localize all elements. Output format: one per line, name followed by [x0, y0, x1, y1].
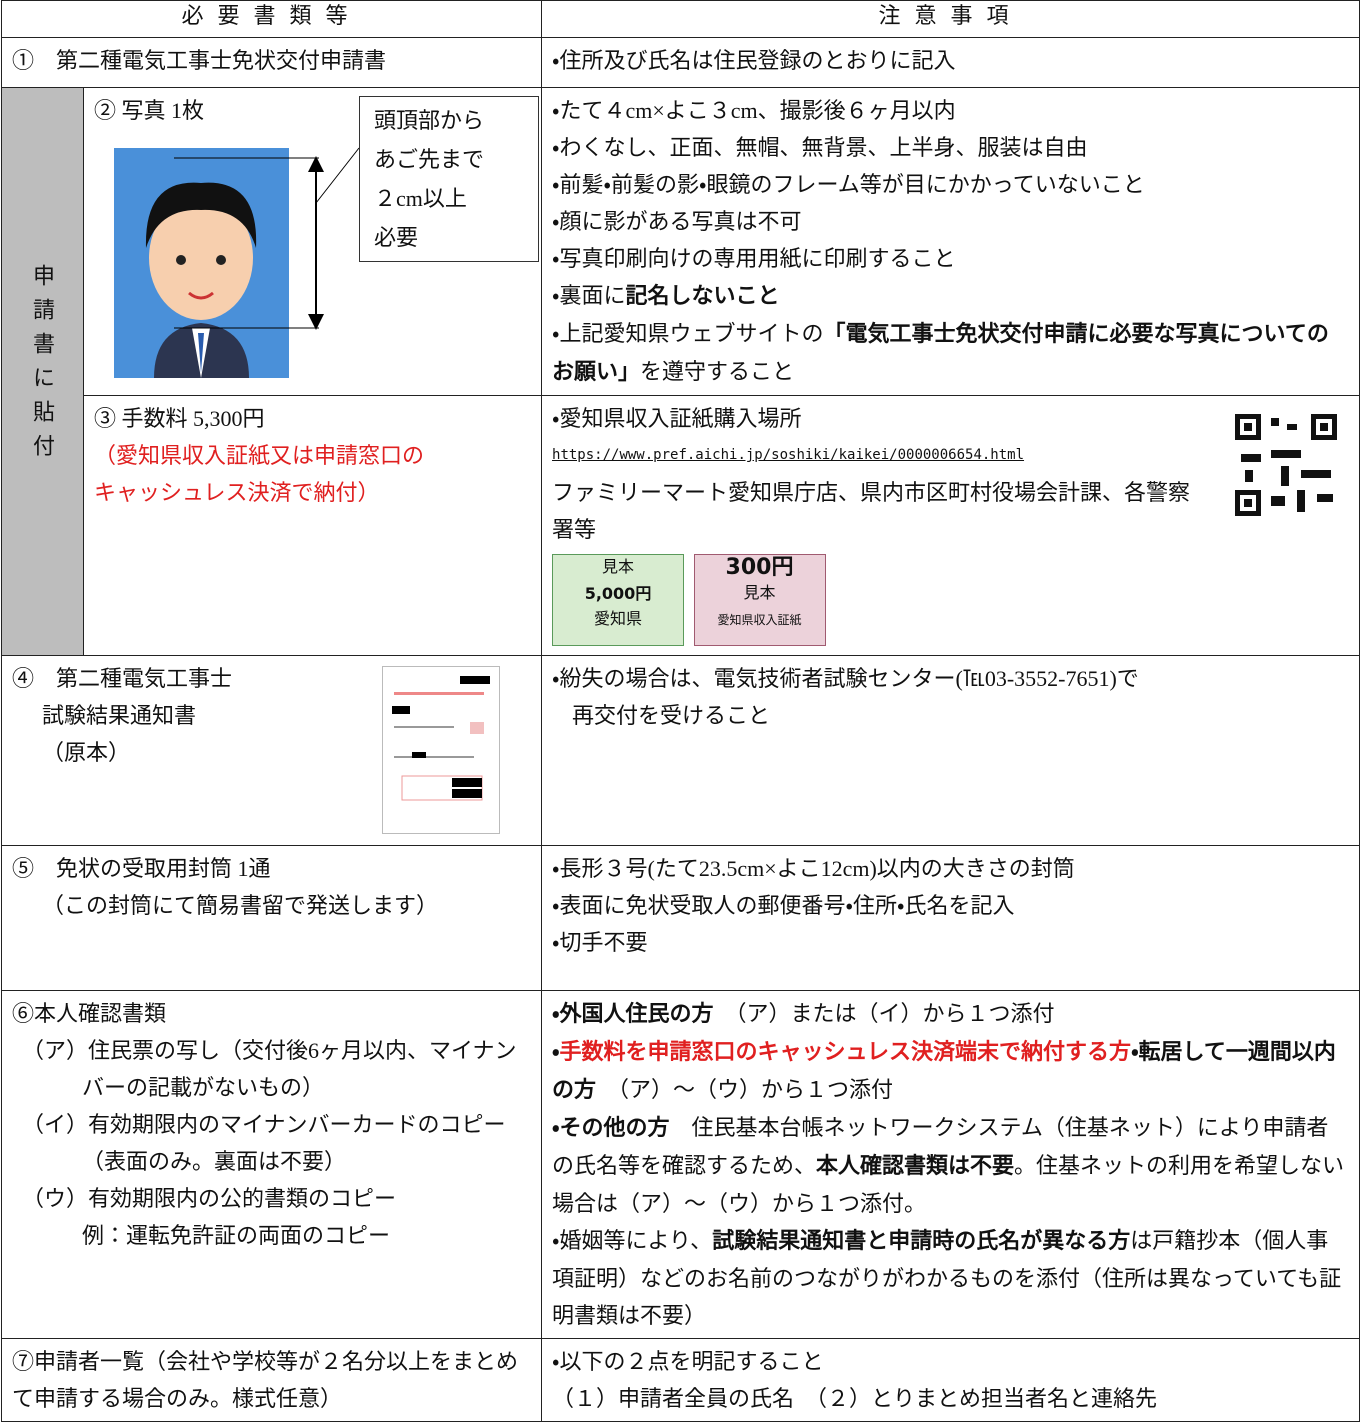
cell: 申請書に貼付 — [1, 87, 84, 656]
text: 「電気工事士免状交付申請に必要な写真についてのお願い」 — [552, 322, 1329, 385]
text: ⑤ 免状の受取用封筒 1通 — [12, 856, 271, 881]
cell: ③ 手数料 5,300円 （愛知県収入証紙又は申請窓口の キャッシュレス決済で納付） — [82, 395, 543, 656]
cell: ① 第二種電気工事士免状交付申請書 — [0, 37, 543, 88]
text: を遵守すること — [640, 359, 795, 384]
text: ① 第二種電気工事士免状交付申請書 — [12, 48, 387, 73]
text: 手数料を申請窓口のキャッシュレス決済端末で納付する方 — [559, 1040, 1132, 1065]
text: ファミリーマート愛知県庁店、県内市区町村役場会計課、各警察署等 — [552, 480, 1191, 542]
row: 必要書類等 注意事項 — [0, 0, 1361, 38]
text: 愛知県 — [594, 611, 643, 628]
text: ・長形３号(たて23.5cm×よこ12cm)以内の大きさの封筒 — [552, 856, 1075, 881]
cell: ⑥本人確認書類 （ア）住民票の写し（交付後6ヶ月以内、マイナンバーの記載がないもの… — [0, 990, 543, 1339]
cell: ・愛知県収入証紙購入場所 https://www.pref.aichi.jp/s… — [541, 395, 1361, 656]
stamp: 300円見本愛知県収入証紙 — [693, 554, 826, 646]
cell: ⑦申請者一覧（会社や学校等が２名分以上をまとめて申請する場合のみ。様式任意） — [0, 1338, 543, 1422]
photo-illustration — [114, 147, 360, 378]
text: ・婚姻等により、 — [552, 1228, 713, 1253]
cell: ・以下の２点を明記すること （１）申請者全員の氏名 （２）とりまとめ担当者名と連絡… — [541, 1338, 1361, 1422]
text: 愛知県収入証紙 — [717, 613, 802, 627]
text: ・切手不要 — [552, 930, 648, 955]
text: （ウ）有効期限内の公的書類のコピー — [22, 1186, 397, 1211]
text: （ア）住民票の写し（交付後6ヶ月以内、マイナンバーの記載がないもの） — [22, 1038, 517, 1100]
text: （１）申請者全員の氏名 （２）とりまとめ担当者名と連絡先 — [552, 1386, 1158, 1411]
text: 見本 — [743, 585, 776, 602]
stamp: 見本 5,000円 愛知県 — [552, 554, 685, 646]
text: 見本 — [602, 559, 635, 576]
text: 頭頂部から — [374, 108, 485, 133]
row: ⑥本人確認書類 （ア）住民票の写し（交付後6ヶ月以内、マイナンバーの記載がないもの… — [0, 990, 1361, 1339]
row: ⑦申請者一覧（会社や学校等が２名分以上をまとめて申請する場合のみ。様式任意） ・… — [0, 1338, 1361, 1422]
row: ⑤ 免状の受取用封筒 1通 （この封筒にて簡易書留で発送します） ・長形３号(たて… — [0, 845, 1361, 991]
result-notice-thumbnail — [382, 666, 500, 834]
text: ・以下の２点を明記すること — [552, 1349, 824, 1374]
cell: ・紛失の場合は、電気技術者試験センター(℡03-3552-7651)で再交付を受… — [541, 655, 1361, 846]
callout: 頭頂部からあご先まで ２cm以上必要 — [359, 96, 539, 262]
cell: ・たて４cm×よこ３cm、撮影後６ヶ月以内・わくなし、正面、無帽、無背景、上半身… — [541, 87, 1361, 396]
text: ・表面に免状受取人の郵便番号・住所・氏名を記入 — [552, 893, 1015, 918]
text: 必要 — [374, 225, 419, 250]
text: ・転居して一週間以内の方 — [552, 1040, 1336, 1103]
text: ・たて４cm×よこ３cm、撮影後６ヶ月以内 — [552, 98, 956, 123]
text: ④ 第二種電気工事士 — [12, 666, 233, 691]
text: ・ — [552, 1040, 560, 1065]
text: ・外国人住民の方 — [552, 1002, 714, 1027]
cell: ⑤ 免状の受取用封筒 1通 （この封筒にて簡易書留で発送します） — [0, 845, 543, 991]
cell: ・長形３号(たて23.5cm×よこ12cm)以内の大きさの封筒 ・表面に免状受取人… — [541, 845, 1361, 991]
text: は戸籍抄本（個人事項証明）などのお名前のつながりがわかるものを添付（住所は異なっ… — [552, 1228, 1342, 1328]
text: （原本） — [42, 740, 131, 765]
row: ④ 第二種電気工事士 試験結果通知書 （原本） ・紛失の場合は、電気技術者試験センタ… — [0, 655, 1361, 846]
text: ・裏面に — [552, 283, 626, 308]
text: （愛知県収入証紙又は申請窓口の — [94, 443, 425, 468]
cell: ④ 第二種電気工事士 試験結果通知書 （原本） — [0, 655, 543, 846]
text: ・上記愛知県ウェブサイトの — [552, 321, 824, 346]
text: ・紛失の場合は、電気技術者試験センター(℡03-3552-7651)で — [552, 666, 1139, 691]
text: ・わくなし、正面、無帽、無背景、上半身、服装は自由 — [552, 135, 1088, 160]
row: 申請書に貼付 ② 写真 1枚 頭頂部からあご先まで ２cm以上必要 ・たて４cm×… — [1, 87, 1361, 656]
text: https://www.pref.aichi.jp/soshiki/kaikei… — [552, 447, 1025, 463]
qr-code — [1231, 410, 1342, 520]
cell: ② 写真 1枚 頭頂部からあご先まで ２cm以上必要 — [82, 87, 543, 396]
text: ・その他の方 — [552, 1116, 670, 1141]
text: 例：運転免許証の両面のコピー — [82, 1223, 391, 1248]
text: （イ）有効期限内のマイナンバーカードのコピー（表面のみ。裏面は不要） — [22, 1112, 506, 1174]
text: 本人確認書類は不要 — [816, 1154, 1015, 1179]
text: ・住所及び氏名は住民登録のとおりに記入 — [552, 48, 956, 73]
text: あご先まで — [374, 147, 485, 172]
column-header: 必要書類等 — [0, 0, 543, 38]
text: ⑥本人確認書類 — [12, 1001, 167, 1026]
text: キャッシュレス決済で納付） — [94, 480, 380, 505]
text: （ア）～（ウ）から１つ添付 — [596, 1077, 894, 1102]
text: 再交付を受けること — [572, 703, 771, 728]
text: 5,000円 — [584, 584, 652, 603]
text: 申請書に貼付 — [30, 264, 55, 468]
text: ・前髪・前髪の影・眼鏡のフレーム等が目にかかっていないこと — [552, 172, 1145, 197]
text: ・写真印刷向けの専用用紙に印刷すること — [552, 246, 956, 271]
text: ２cm以上 — [374, 186, 467, 211]
text: ・顔に影がある写真は不可 — [552, 209, 802, 234]
text: 住民基本台帳ネットワークシステム（住基ネット）により申請者の氏名等を確認するため… — [552, 1115, 1329, 1178]
text: 試験結果通知書と申請時の氏名が異なる方 — [712, 1229, 1131, 1254]
text: 。住基ネットの利用を希望しない場合は（ア）～（ウ）から１つ添付。 — [552, 1153, 1345, 1216]
cell: ・住所及び氏名は住民登録のとおりに記入 — [541, 37, 1361, 88]
column-header: 注意事項 — [541, 0, 1361, 38]
text: （ア）または（イ）から１つ添付 — [713, 1001, 1055, 1026]
row: ① 第二種電気工事士免状交付申請書 ・住所及び氏名は住民登録のとおりに記入 — [0, 37, 1361, 88]
text: （この封筒にて簡易書留で発送します） — [42, 893, 439, 918]
text: ② 写真 1枚 — [94, 98, 205, 123]
text: ・愛知県収入証紙購入場所 — [552, 406, 802, 431]
text: 試験結果通知書 — [42, 703, 197, 728]
cell: ・外国人住民の方 （ア）または（イ）から１つ添付 ・手数料を申請窓口のキャッシュ… — [541, 990, 1361, 1339]
text: ③ 手数料 5,300円 — [94, 406, 265, 431]
row: ③ 手数料 5,300円 （愛知県収入証紙又は申請窓口の キャッシュレス決済で納付）… — [2, 395, 1361, 656]
text: 300円 — [725, 555, 794, 580]
text: ⑦申請者一覧（会社や学校等が２名分以上をまとめて申請する場合のみ。様式任意） — [12, 1349, 519, 1411]
text: 記名しないこと — [625, 284, 780, 309]
